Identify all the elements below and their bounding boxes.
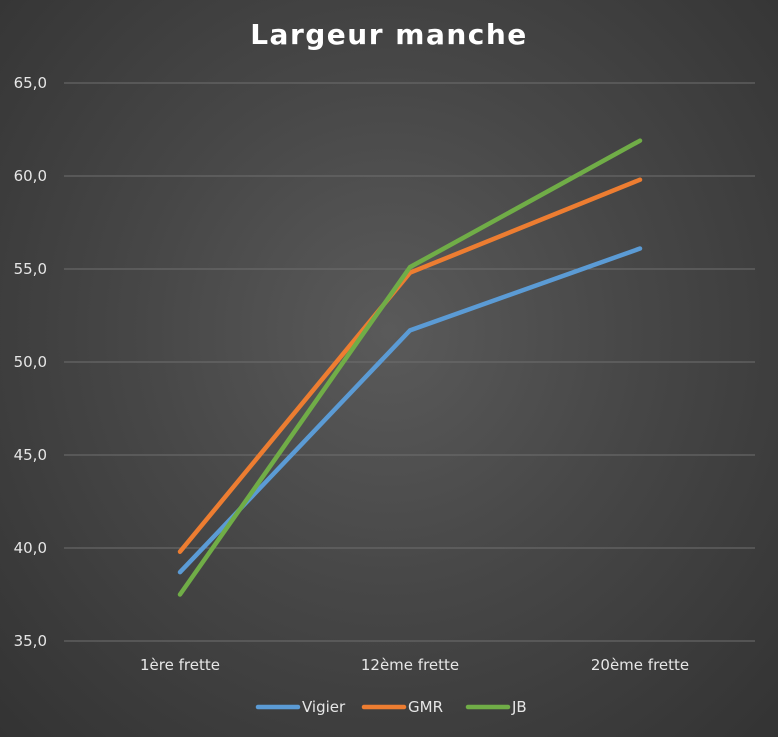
x-axis-ticks: 1ère frette 12ème frette 20ème frette	[140, 656, 689, 674]
y-tick-label: 60,0	[14, 167, 47, 185]
y-tick-label: 50,0	[14, 353, 47, 371]
series-line-vigier	[177, 246, 643, 575]
legend-label: Vigier	[302, 698, 346, 716]
series-line-jb	[177, 138, 643, 597]
legend-label: JB	[511, 698, 527, 716]
y-tick-label: 40,0	[14, 539, 47, 557]
x-tick-label: 1ère frette	[140, 656, 220, 674]
y-tick-label: 65,0	[14, 74, 47, 92]
legend: Vigier GMR JB	[255, 698, 527, 716]
legend-item-jb: JB	[465, 698, 527, 716]
series-lines	[177, 138, 643, 597]
x-tick-label: 12ème frette	[361, 656, 459, 674]
y-axis-ticks: 35,0 40,0 45,0 50,0 55,0 60,0 65,0	[14, 74, 47, 650]
y-tick-label: 35,0	[14, 632, 47, 650]
y-tick-label: 55,0	[14, 260, 47, 278]
x-tick-label: 20ème frette	[591, 656, 689, 674]
chart-title: Largeur manche	[250, 18, 528, 51]
legend-item-vigier: Vigier	[255, 698, 346, 716]
legend-label: GMR	[408, 698, 443, 716]
gridlines	[64, 82, 755, 642]
legend-item-gmr: GMR	[361, 698, 443, 716]
y-tick-label: 45,0	[14, 446, 47, 464]
series-line-gmr	[177, 177, 643, 554]
